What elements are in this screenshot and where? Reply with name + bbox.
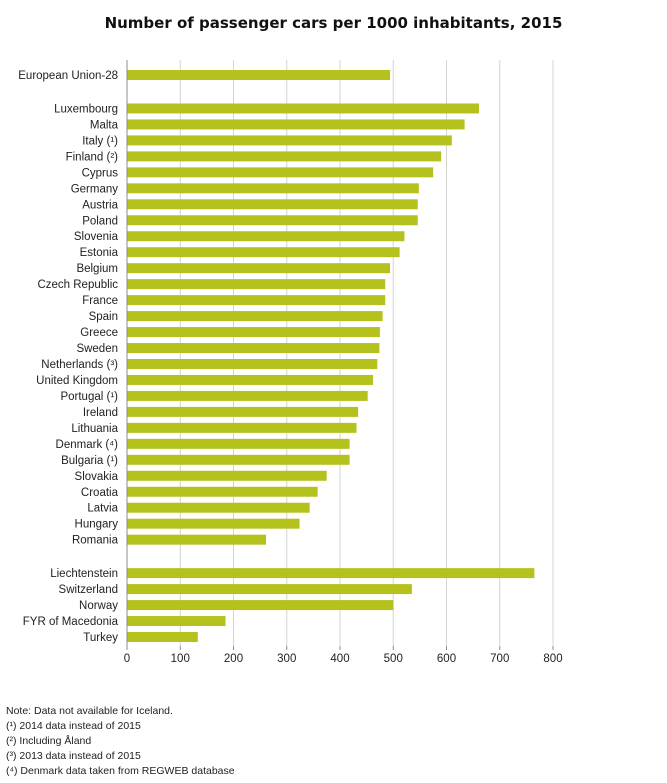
category-label: Portugal (¹)	[60, 391, 118, 403]
chart-title: Number of passenger cars per 1000 inhabi…	[104, 14, 563, 32]
category-label: Malta	[90, 119, 119, 131]
bar-latvia	[127, 502, 310, 513]
bar-czech-republic	[127, 279, 386, 290]
bar-portugal	[127, 390, 368, 401]
category-label: Slovenia	[74, 231, 119, 243]
category-label: Bulgaria (¹)	[61, 455, 118, 467]
bar-fyr-of-macedonia	[127, 616, 226, 627]
bar-bulgaria	[127, 454, 350, 465]
x-tick-label: 300	[277, 653, 296, 665]
bar-poland	[127, 215, 418, 226]
bar-italy	[127, 135, 452, 146]
category-label: Norway	[79, 600, 118, 612]
category-label: Latvia	[87, 503, 118, 515]
bar-lithuania	[127, 422, 357, 433]
category-label: Finland (²)	[66, 151, 119, 163]
bar-switzerland	[127, 584, 412, 595]
footnote-2014-data: (¹) 2014 data instead of 2015	[6, 720, 141, 732]
bar-netherlands	[127, 358, 378, 369]
category-label: Croatia	[81, 487, 119, 499]
bar-chart: European Union-28 Luxembourg Malta Italy (¹…	[18, 60, 563, 665]
bar-sweden	[127, 343, 380, 354]
category-label: Slovakia	[75, 471, 119, 483]
category-label: Romania	[72, 535, 119, 547]
bar-romania	[127, 534, 266, 545]
x-tick-label: 400	[330, 653, 349, 665]
bar-greece	[127, 327, 380, 338]
x-tick-label: 100	[171, 653, 190, 665]
bar-hungary	[127, 518, 300, 529]
category-label: Poland	[82, 215, 118, 227]
bar-cyprus	[127, 167, 434, 178]
x-tick-label: 500	[384, 653, 403, 665]
category-label: Lithuania	[71, 423, 118, 435]
category-label: Switzerland	[59, 584, 118, 596]
bar-european-union-28	[127, 70, 391, 80]
category-label: Austria	[82, 199, 118, 211]
category-label: Italy (¹)	[82, 135, 118, 147]
x-tick-label: 600	[437, 653, 456, 665]
category-label: FYR of Macedonia	[23, 616, 119, 628]
category-label: Denmark (⁴)	[56, 439, 119, 451]
footnote-2013-data: (³) 2013 data instead of 2015	[6, 750, 141, 762]
category-label: Czech Republic	[37, 279, 118, 291]
bar-slovenia	[127, 231, 405, 242]
bar-germany	[127, 183, 419, 194]
x-tick-label: 200	[224, 653, 243, 665]
category-label: European Union-28	[18, 70, 118, 82]
bar-slovakia	[127, 470, 327, 481]
category-label: Estonia	[80, 247, 119, 259]
bar-spain	[127, 311, 383, 322]
category-label: Greece	[80, 327, 118, 339]
category-label: Spain	[89, 311, 118, 323]
bar-finland	[127, 151, 442, 162]
category-label: Luxembourg	[54, 103, 118, 115]
category-label: Ireland	[83, 407, 118, 419]
x-tick-label: 800	[543, 653, 562, 665]
category-label: Belgium	[76, 263, 118, 275]
category-label: Germany	[71, 183, 119, 195]
bar-denmark	[127, 438, 350, 449]
bar-austria	[127, 199, 418, 210]
x-tick-label: 0	[124, 653, 130, 665]
category-label: Turkey	[83, 632, 118, 644]
bar-estonia	[127, 247, 400, 258]
footnote-iceland: Note: Data not available for Iceland.	[6, 705, 173, 717]
category-label: Sweden	[76, 343, 118, 355]
category-label: Netherlands (³)	[41, 359, 118, 371]
footnotes: Note: Data not available for Iceland. (¹…	[6, 704, 235, 779]
bar-ireland	[127, 406, 359, 417]
bar-turkey	[127, 632, 198, 643]
category-label: United Kingdom	[36, 375, 118, 387]
bar-malta	[127, 119, 465, 130]
category-label: Liechtenstein	[50, 568, 118, 580]
footnote-denmark: (⁴) Denmark data taken from REGWEB datab…	[6, 765, 235, 777]
bar-france	[127, 295, 386, 306]
bar-belgium	[127, 263, 391, 274]
footnote-aland: (²) Including Åland	[6, 735, 92, 747]
x-tick-label: 700	[490, 653, 509, 665]
bar-norway	[127, 600, 394, 611]
bar-croatia	[127, 486, 318, 497]
bar-luxembourg	[127, 103, 479, 114]
category-label: Hungary	[75, 519, 119, 531]
category-label: France	[82, 295, 118, 307]
bar-united-kingdom	[127, 374, 374, 385]
category-label: Cyprus	[82, 167, 119, 179]
bar-liechtenstein	[127, 568, 535, 579]
